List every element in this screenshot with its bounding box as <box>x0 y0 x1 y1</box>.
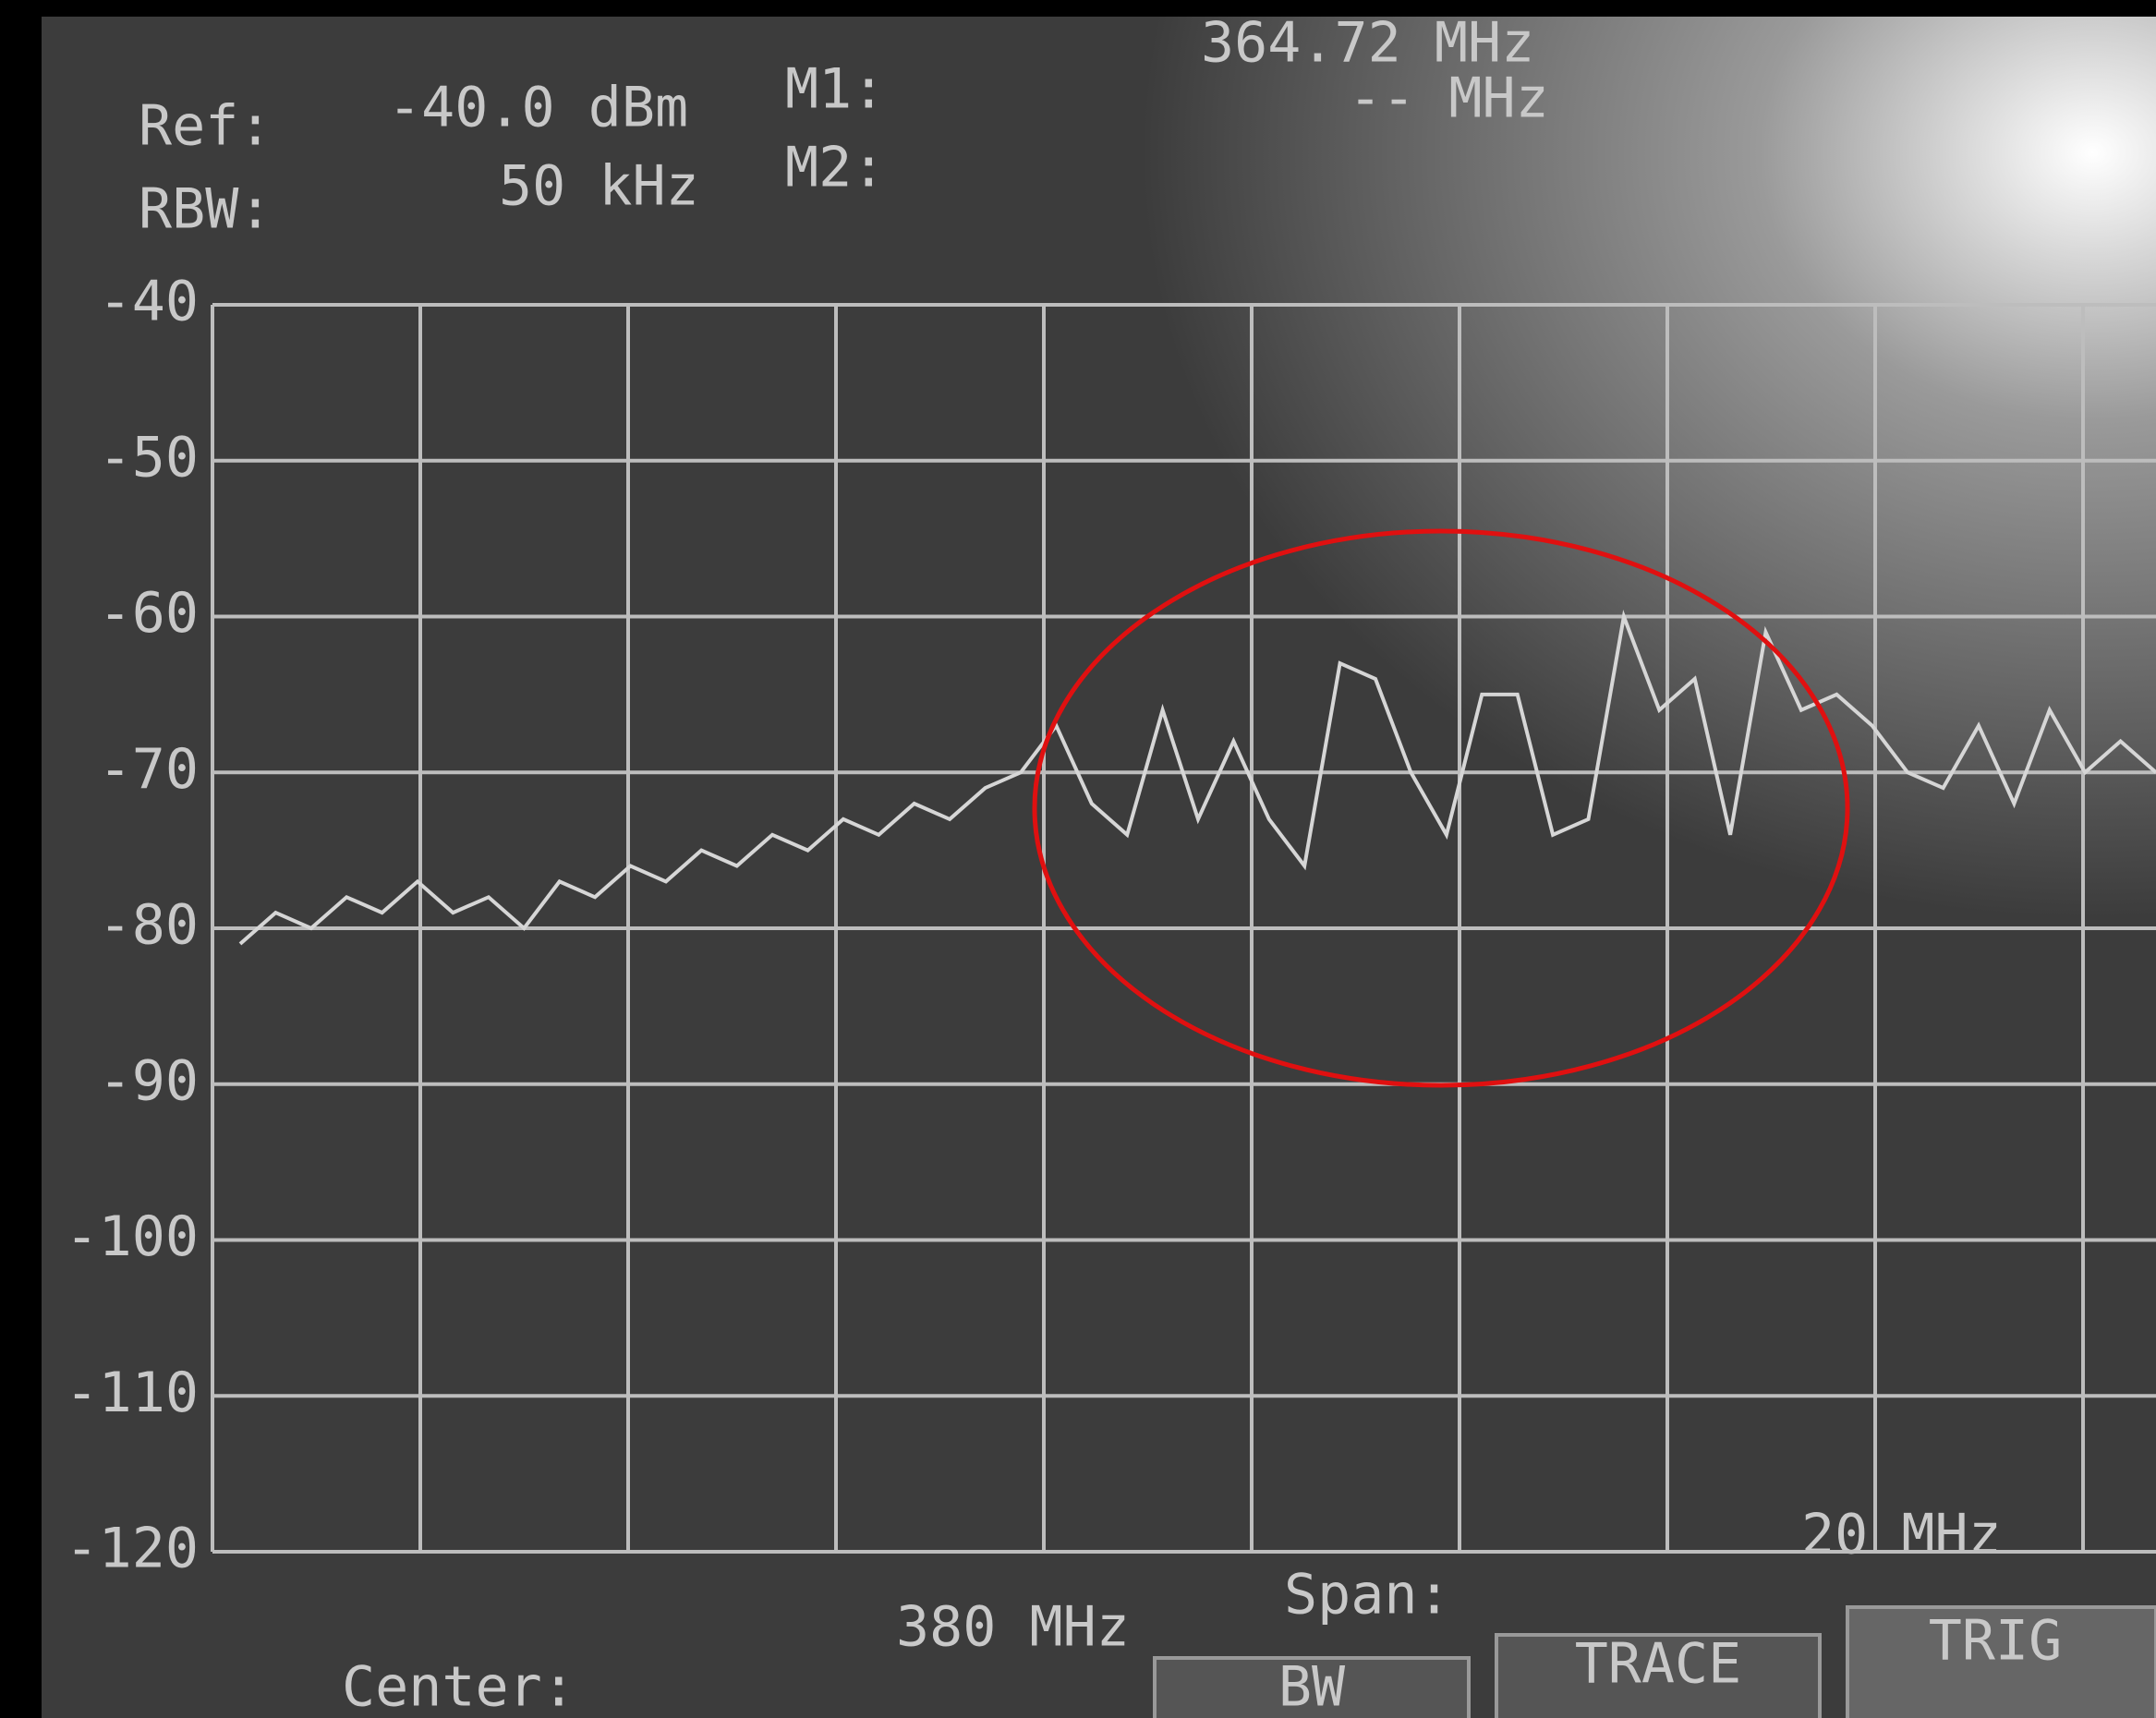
y-tick-label: -60 <box>99 581 199 646</box>
m2-value: -- MHz <box>1349 67 1549 131</box>
m1-label: M1: <box>785 57 885 122</box>
analyzer-screen: Ref: -40.0 dBm M1: 364.72 MHz RBW: 50 kH… <box>0 0 2156 1718</box>
y-tick-label: -70 <box>99 737 199 802</box>
rbw-value: 50 kHz <box>499 154 699 219</box>
y-tick-label: -40 <box>99 270 199 334</box>
ref-label: Ref: <box>139 94 273 159</box>
rbw-label: RBW: <box>139 177 273 242</box>
y-tick-label: -50 <box>99 425 199 490</box>
page: Ref: -40.0 dBm M1: 364.72 MHz RBW: 50 kH… <box>0 0 2156 1718</box>
span-value: 20 MHz <box>1801 1503 2002 1567</box>
y-tick-label: -100 <box>66 1204 200 1269</box>
softkey-label[interactable]: TRIG <box>1929 1609 2063 1674</box>
y-tick-label: -80 <box>99 893 199 958</box>
center-label: Center: <box>342 1655 575 1718</box>
softkey-label[interactable]: BW <box>1278 1655 1346 1718</box>
y-tick-label: -110 <box>66 1361 200 1425</box>
y-tick-label: -120 <box>66 1517 200 1581</box>
softkey-label[interactable]: TRACE <box>1575 1632 1742 1697</box>
y-tick-label: -90 <box>99 1048 199 1113</box>
ref-value: -40.0 dBm <box>388 76 688 140</box>
center-value: 380 MHz <box>896 1595 1130 1660</box>
span-label: Span: <box>1284 1563 1451 1627</box>
m2-label: M2: <box>785 136 885 200</box>
